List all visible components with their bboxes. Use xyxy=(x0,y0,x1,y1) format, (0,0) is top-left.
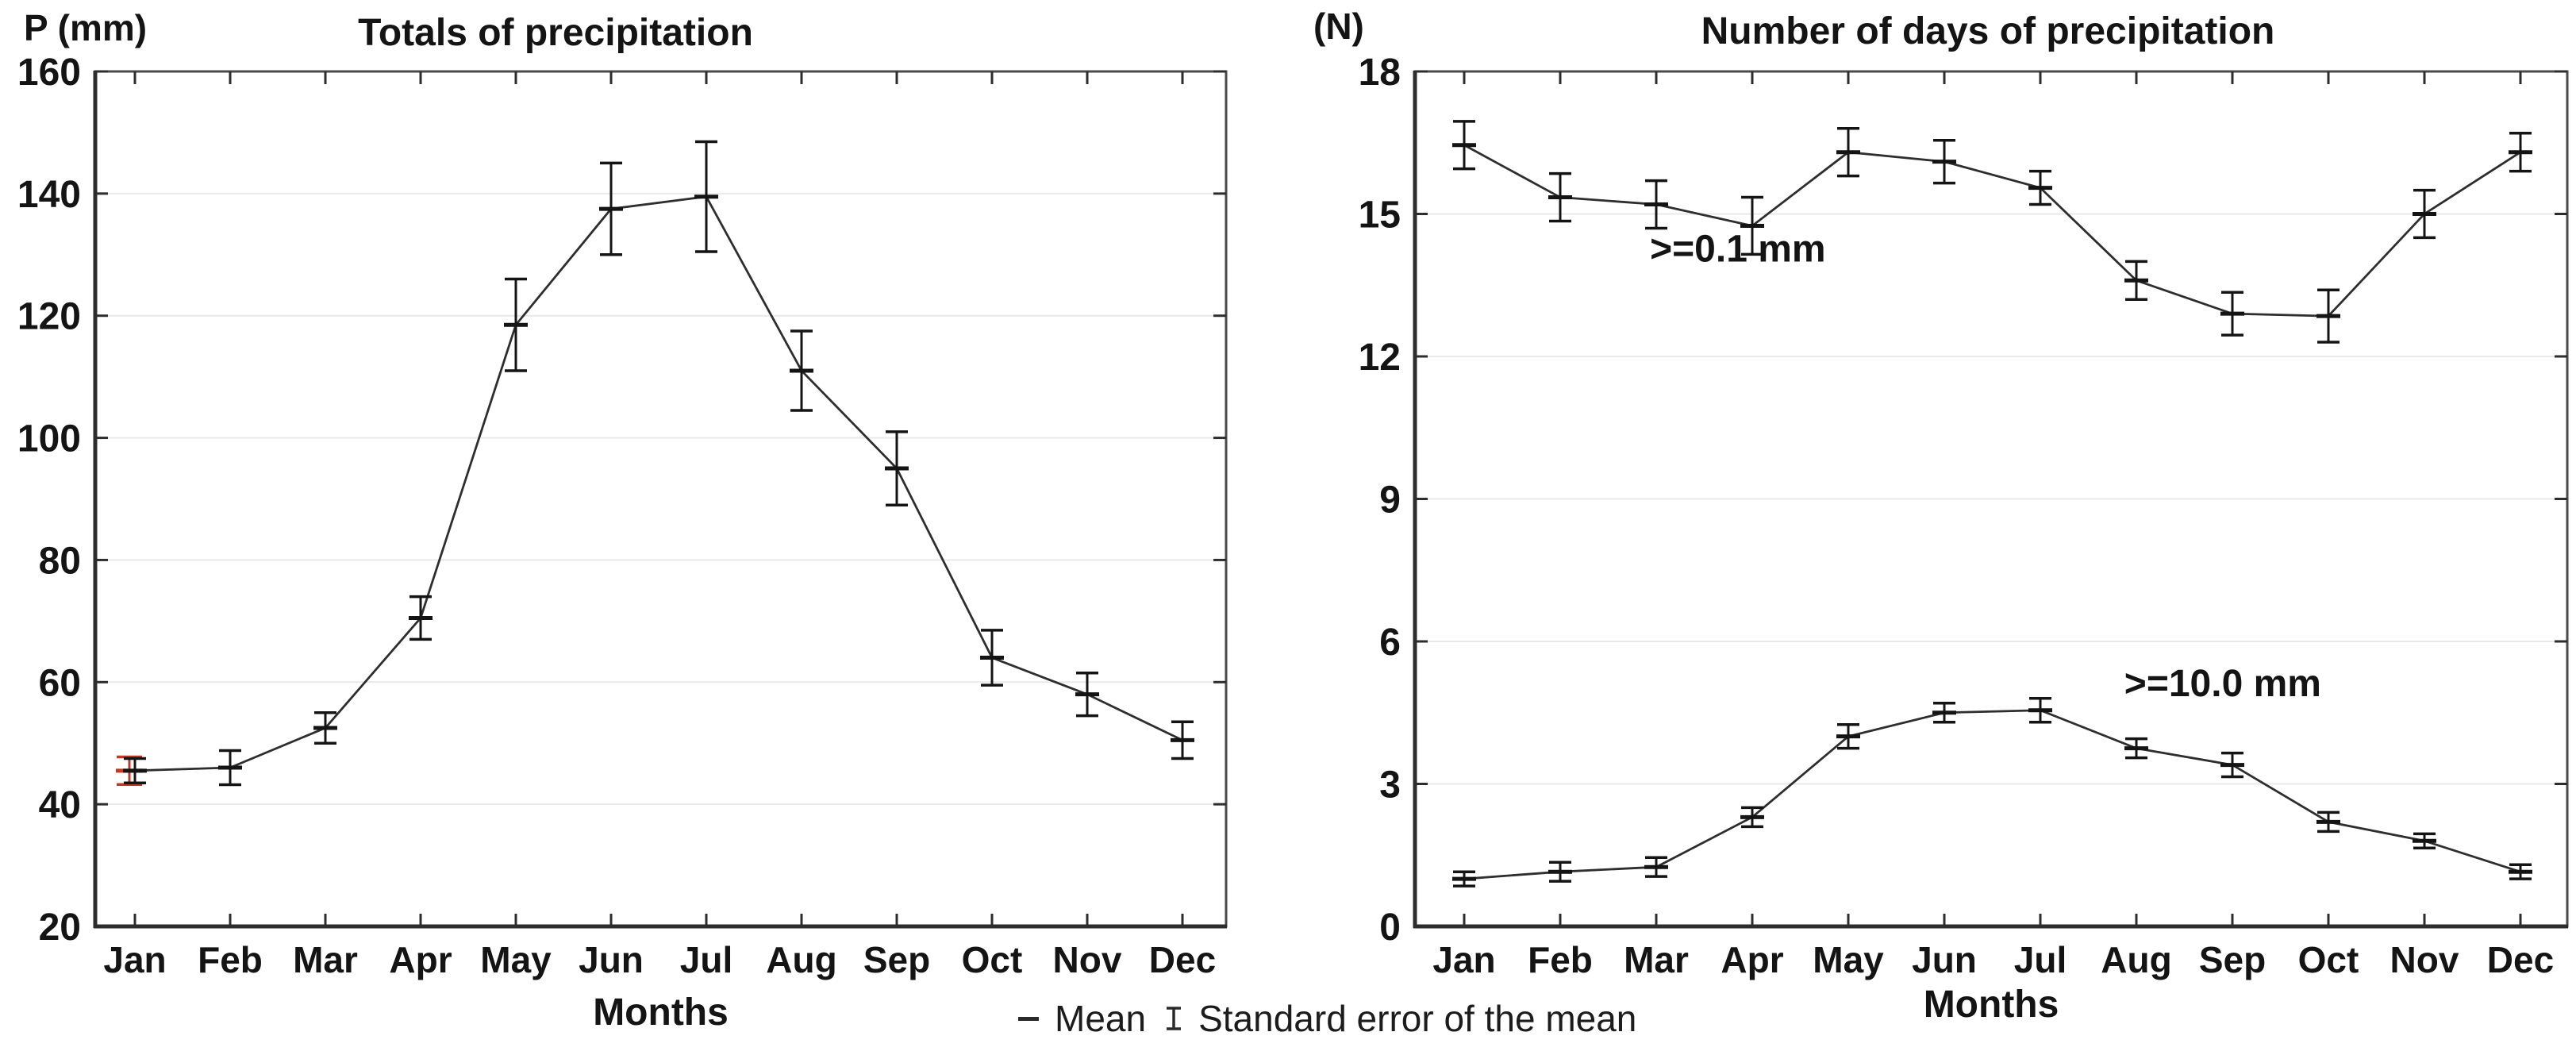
svg-text:Feb: Feb xyxy=(198,939,263,980)
svg-text:Nov: Nov xyxy=(1053,939,1122,980)
series-0 xyxy=(116,140,1194,787)
svg-text:Jan: Jan xyxy=(103,939,166,980)
legend: Mean Standard error of the mean xyxy=(1018,997,1636,1040)
svg-text:20: 20 xyxy=(39,907,81,949)
svg-text:100: 100 xyxy=(17,418,81,460)
left-x-axis-label: Months xyxy=(593,991,729,1034)
svg-text:12: 12 xyxy=(1359,337,1401,379)
svg-text:15: 15 xyxy=(1359,194,1401,237)
x-tick-labels: Jan Feb Mar Apr May Jun Jul Aug Sep Oct Nov Dec xyxy=(103,939,1216,980)
svg-text:Jan: Jan xyxy=(1432,939,1495,980)
mean-dash-icon xyxy=(1018,1016,1039,1021)
svg-text:Dec: Dec xyxy=(2487,939,2554,980)
right-y-axis-unit-label: (N) xyxy=(1313,6,1364,47)
svg-text:0: 0 xyxy=(1379,907,1401,949)
legend-mean-label: Mean xyxy=(1055,998,1147,1039)
gridlines xyxy=(1415,213,2567,785)
svg-text:Oct: Oct xyxy=(962,939,1023,980)
days-precipitation-chart-svg: 0 3 6 9 12 15 18 Jan Feb Mar Apr May Jun Jul Aug Sep Oct… xyxy=(1359,52,2569,980)
y-tick-labels: 0 3 6 9 12 15 18 xyxy=(1359,52,1401,949)
svg-text:Nov: Nov xyxy=(2390,939,2459,980)
axes xyxy=(1413,70,2569,929)
right-chart-title: Number of days of precipitation xyxy=(1701,10,2275,52)
svg-text:140: 140 xyxy=(17,174,81,216)
svg-text:Feb: Feb xyxy=(1528,939,1593,980)
svg-text:Oct: Oct xyxy=(2298,939,2359,980)
svg-text:Mar: Mar xyxy=(293,939,358,980)
svg-text:>=0.1 mm: >=0.1 mm xyxy=(1650,228,1825,270)
svg-text:May: May xyxy=(1813,939,1884,980)
svg-text:40: 40 xyxy=(39,784,81,826)
svg-text:Jul: Jul xyxy=(680,939,732,980)
svg-text:Apr: Apr xyxy=(389,939,452,980)
annotations: >=0.1 mm >=10.0 mm xyxy=(1650,228,2321,704)
axes xyxy=(93,70,1228,929)
left-chart-title: Totals of precipitation xyxy=(358,12,753,54)
svg-text:3: 3 xyxy=(1379,764,1401,807)
svg-text:>=10.0 mm: >=10.0 mm xyxy=(2124,663,2321,705)
svg-text:6: 6 xyxy=(1379,622,1401,664)
legend-se-label: Standard error of the mean xyxy=(1198,998,1637,1039)
svg-text:120: 120 xyxy=(17,296,81,338)
error-bar-icon xyxy=(1167,1007,1182,1030)
svg-text:Aug: Aug xyxy=(2101,939,2171,980)
totals-precipitation-chart-svg: 20 40 60 80 100 120 140 160 Jan Feb Mar Apr May Jun Ju… xyxy=(17,52,1228,980)
svg-text:9: 9 xyxy=(1379,479,1401,522)
chart-days-of-precipitation: 0 3 6 9 12 15 18 Jan Feb Mar Apr May Jun Jul Aug Sep Oct… xyxy=(1286,0,2576,1055)
svg-text:Jun: Jun xyxy=(579,939,644,980)
series-0 xyxy=(1452,120,2532,344)
svg-text:Mar: Mar xyxy=(1624,939,1689,980)
svg-text:Jul: Jul xyxy=(2014,939,2067,980)
right-x-axis-label: Months xyxy=(1923,984,2059,1026)
svg-text:Aug: Aug xyxy=(766,939,836,980)
y-tick-labels: 20 40 60 80 100 120 140 160 xyxy=(17,52,81,949)
svg-text:Sep: Sep xyxy=(863,939,930,980)
gridlines xyxy=(95,192,1226,806)
svg-text:80: 80 xyxy=(39,540,81,582)
svg-text:160: 160 xyxy=(17,52,81,94)
chart-totals-of-precipitation: 20 40 60 80 100 120 140 160 Jan Feb Mar Apr May Jun Ju… xyxy=(0,0,1286,1055)
left-y-axis-unit-label: P (mm) xyxy=(24,7,148,48)
svg-text:18: 18 xyxy=(1359,52,1401,94)
svg-text:60: 60 xyxy=(39,662,81,704)
x-tick-labels: Jan Feb Mar Apr May Jun Jul Aug Sep Oct Nov Dec xyxy=(1432,939,2554,980)
svg-text:Sep: Sep xyxy=(2199,939,2266,980)
svg-text:Jun: Jun xyxy=(1912,939,1977,980)
series-1 xyxy=(1452,697,2532,888)
svg-text:Dec: Dec xyxy=(1149,939,1216,980)
svg-text:Apr: Apr xyxy=(1721,939,1783,980)
svg-text:May: May xyxy=(480,939,552,980)
